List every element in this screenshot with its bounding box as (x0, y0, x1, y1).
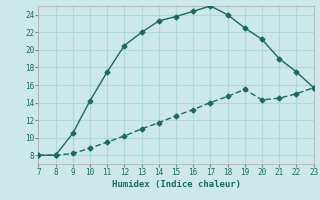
X-axis label: Humidex (Indice chaleur): Humidex (Indice chaleur) (111, 180, 241, 189)
